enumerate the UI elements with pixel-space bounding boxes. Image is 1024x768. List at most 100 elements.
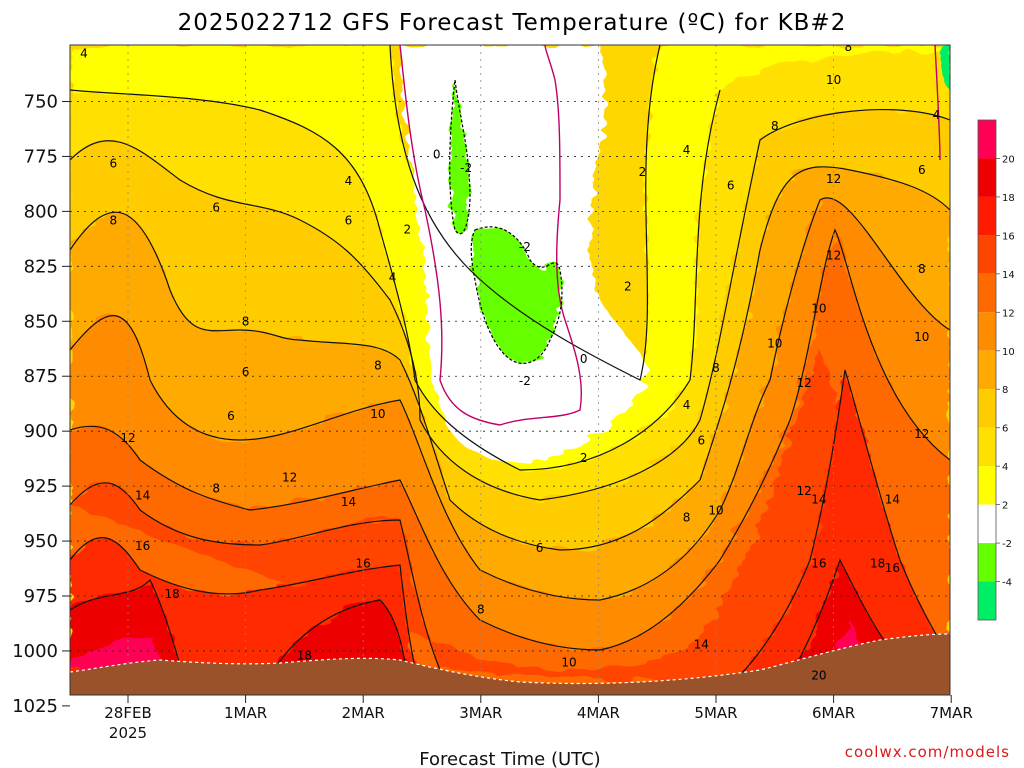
contour-label: 10: [811, 301, 826, 315]
y-tick-label: 1025: [12, 696, 58, 717]
contour-label: 6: [345, 214, 353, 228]
y-tick-label: 975: [24, 586, 58, 607]
y-tick-label: 900: [24, 421, 58, 442]
y-tick-label: 850: [24, 311, 58, 332]
colorbar-swatch: [978, 543, 996, 582]
x-axis-label: Forecast Time (UTC): [419, 749, 600, 768]
contour-label: 4: [683, 143, 691, 157]
y-tick-label: 925: [24, 476, 58, 497]
contour-label: 6: [727, 178, 735, 192]
x-tick-label: 3MAR: [459, 704, 502, 722]
surface-line: [70, 633, 950, 685]
contour-label: 12: [120, 431, 135, 445]
contour-label: 8: [771, 119, 779, 133]
contour-label: 6: [212, 200, 220, 214]
contour-label: 10: [370, 407, 385, 421]
contour-label: 8: [109, 214, 117, 228]
zero-degree-contour: [399, 45, 941, 426]
y-tick-label: 775: [24, 146, 58, 167]
x-tick-label: 6MAR: [812, 704, 855, 722]
contour-label: 8: [374, 359, 382, 373]
y-tick-label: 750: [24, 92, 58, 113]
x-tick-label: 4MAR: [577, 704, 620, 722]
colorbar-swatch: [978, 120, 996, 159]
contour-label: 12: [797, 376, 812, 390]
contour-label: 6: [536, 541, 544, 555]
contour-label: 16: [135, 539, 150, 553]
contour-label: 4: [933, 108, 941, 122]
contour-label: -2: [519, 374, 531, 388]
contour-label: 8: [712, 361, 720, 375]
contour-label: 2: [639, 165, 647, 179]
contour-label: 2: [624, 280, 632, 294]
colorbar-label: 8: [1002, 385, 1008, 396]
contour-label: 6: [918, 163, 926, 177]
contour-label: 6: [109, 156, 117, 170]
chart-title: 2025022712 GFS Forecast Temperature (ºC)…: [178, 10, 847, 36]
contour-label: 2: [580, 451, 588, 465]
terrain-ground: [70, 634, 950, 695]
x-axis: 28FEB 2025 1MAR 2MAR 3MAR 4MAR 5MAR 6MAR 7MAR: [104, 695, 973, 742]
contour-label: 14: [341, 495, 356, 509]
colorbar-frame: [977, 119, 997, 621]
contour-label: 16: [811, 556, 826, 570]
contour-label: 14: [811, 493, 826, 507]
colorbar-label: 12: [1002, 308, 1015, 319]
colorbar-swatch: [978, 158, 996, 197]
contour-label: 12: [797, 484, 812, 498]
contour-label: -2: [460, 161, 472, 175]
contour-label: 8: [477, 603, 485, 617]
y-axis: 750 775 800 825 850 875 900 925 950 975 1000 1025: [12, 92, 70, 717]
y-tick-label: 875: [24, 366, 58, 387]
x-tick-label: 7MAR: [930, 704, 973, 722]
x-tick-label: 5MAR: [694, 704, 737, 722]
colorbar-swatch: [978, 466, 996, 505]
contour-label: 10: [826, 73, 841, 87]
colorbar-swatch: [978, 427, 996, 467]
y-tick-label: 950: [24, 531, 58, 552]
contour-label: 14: [885, 493, 900, 507]
contour-lines: [70, 45, 950, 695]
contour-label: 16: [885, 561, 900, 575]
contour-label: 2: [403, 222, 411, 236]
colorbar-label: 6: [1002, 424, 1008, 435]
colorbar-swatch: [978, 312, 996, 351]
colorbar-swatch: [978, 389, 996, 428]
contour-label: 0: [433, 148, 441, 162]
x-tick-label: 2MAR: [342, 704, 385, 722]
contour-label: 12: [914, 427, 929, 441]
plot-frame: [69, 44, 951, 696]
credit-text: coolwx.com/models: [845, 743, 1010, 761]
colorbar-label: 4: [1002, 462, 1008, 473]
contour-label: 14: [135, 488, 150, 502]
colorbar-swatch: [978, 350, 996, 390]
contour-label: 8: [242, 315, 250, 329]
contour-label: 6: [697, 433, 705, 447]
contour-label: 18: [164, 587, 179, 601]
plot-area: 4681012141618686684624810121416180-2-2-2…: [70, 40, 950, 695]
x-tick-label: 28FEB: [104, 704, 151, 722]
contour-label: 10: [767, 337, 782, 351]
contour-label: 18: [870, 556, 885, 570]
contour-label: 10: [708, 504, 723, 518]
contour-label: 14: [694, 638, 709, 652]
minus-two-contour: [449, 79, 563, 364]
colorbar-swatch: [978, 273, 996, 313]
contour-label: 4: [683, 398, 691, 412]
colorbar: 20 18 16 14 12 10 8 6 4 2 -2 -4: [977, 119, 1015, 621]
colorbar-swatch: [978, 504, 996, 544]
colorbar-label: 10: [1002, 347, 1015, 358]
contour-label: 12: [282, 471, 297, 485]
contour-label: 10: [914, 330, 929, 344]
colorbar-swatch: [978, 581, 996, 620]
x-tick-label: 1MAR: [224, 704, 267, 722]
temperature-bands: [70, 45, 950, 695]
contour-label: 8: [844, 40, 852, 54]
colorbar-label: 2: [1002, 501, 1008, 512]
contour-label: 6: [227, 409, 235, 423]
contour-label: 4: [80, 47, 88, 61]
contour-label: 16: [356, 556, 371, 570]
colorbar-swatch: [978, 196, 996, 236]
contour-label: -2: [519, 240, 531, 254]
